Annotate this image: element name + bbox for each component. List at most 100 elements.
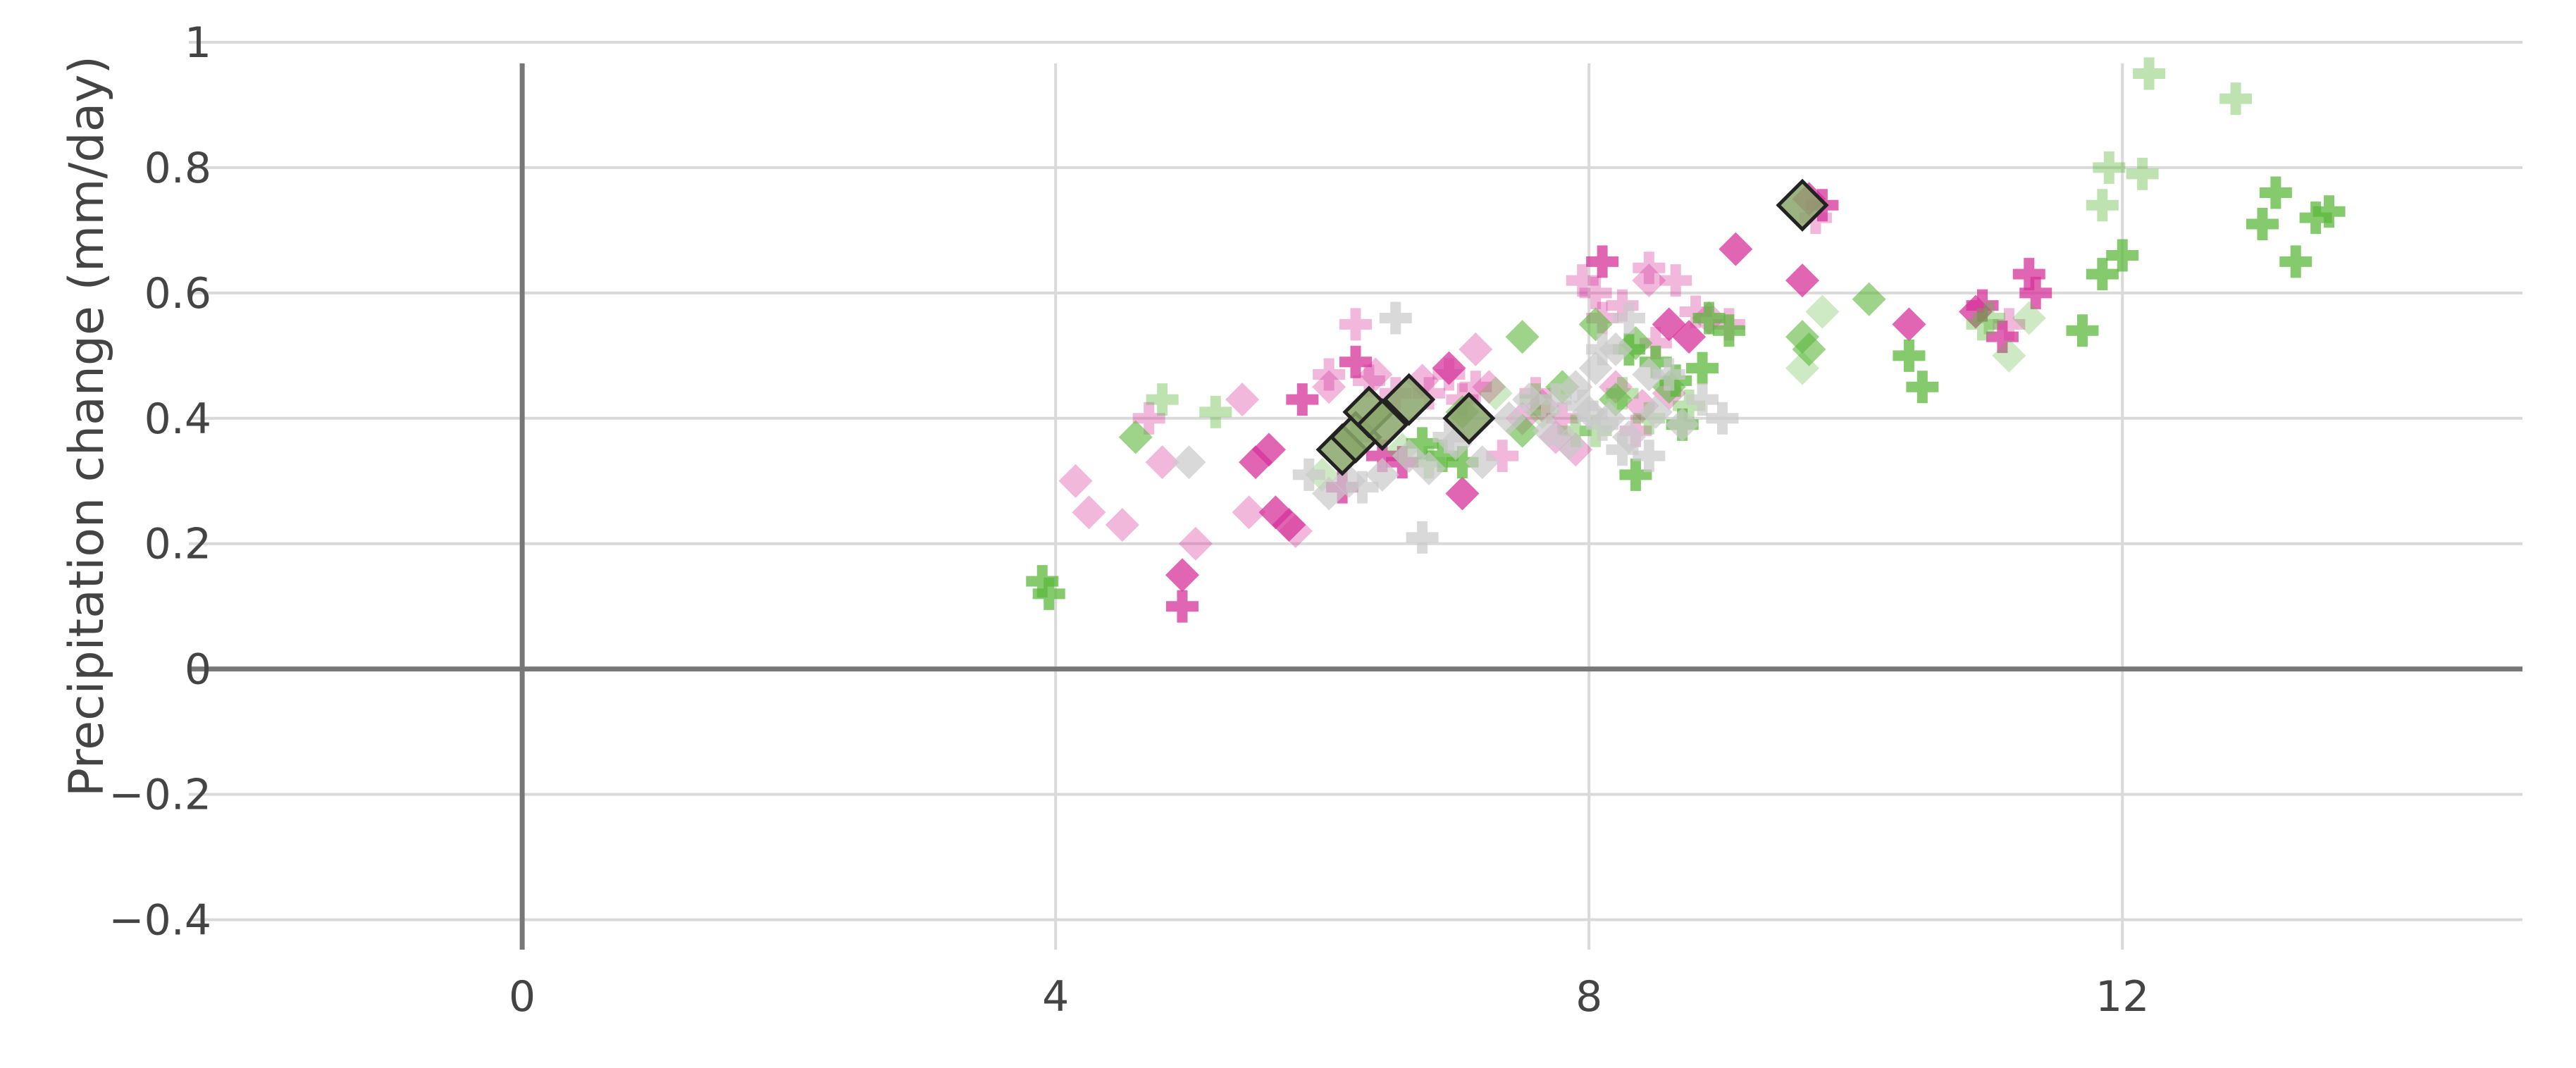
cross-marker [1432,358,1466,391]
cross-marker [1972,302,2005,335]
diamond-marker [1632,357,1666,392]
cross-marker [1579,276,1612,309]
diamond-marker [1465,445,1499,480]
y-tick-label: 0.8 [144,144,211,193]
diamond-marker [1805,294,1840,329]
cross-marker [1639,327,1672,360]
diamond-marker [1172,445,1206,480]
highlight-diamond-marker [1776,178,1829,232]
diamond-marker [1959,294,1993,329]
cross-marker [1539,383,1572,416]
diamond-marker [1358,357,1393,392]
cross-marker [1339,345,1372,378]
cross-marker [1486,440,1519,473]
cross-marker [1459,371,1492,404]
zero-lines [189,63,2522,950]
diamond-marker [1118,420,1153,454]
cross-marker [2093,151,2126,184]
cross-marker [1559,414,1592,447]
cross-marker [1712,314,1745,347]
cross-marker [1546,402,1579,435]
cross-marker [1673,390,1706,422]
data-points [1026,57,2346,623]
diamond-marker [1278,514,1313,548]
diamond-marker [1432,351,1466,385]
y-tick-label: −0.4 [109,896,211,945]
diamond-marker [1251,433,1286,467]
cross-marker [1426,440,1459,473]
cross-marker [1406,521,1439,554]
y-tick-label: 0 [185,645,211,695]
cross-marker [1586,245,1619,278]
highlight-diamond-marker [1382,373,1436,426]
diamond-marker [1272,508,1306,542]
diamond-marker [1492,401,1526,435]
cross-marker [1633,440,1666,473]
cross-marker [1686,352,1719,385]
diamond-marker [2012,301,2046,335]
cross-marker [2086,258,2119,291]
cross-marker [2246,208,2279,240]
cross-marker [1199,395,1232,428]
diamond-marker [1665,407,1699,442]
diamond-marker [1632,263,1666,298]
cross-marker [1566,264,1599,297]
cross-marker [1579,414,1612,447]
y-tick-label: 1 [185,18,211,68]
highlight-diamond-marker [1356,398,1409,452]
cross-marker [2126,157,2159,190]
cross-marker [1706,402,1739,435]
cross-marker [1893,339,1926,372]
cross-marker [1679,295,1712,328]
cross-marker [1379,302,1412,335]
cross-marker [1692,302,1726,335]
diamond-marker [1225,383,1260,417]
cross-marker [1612,302,1645,335]
cross-marker [2106,239,2139,272]
cross-marker [2019,276,2052,309]
cross-marker [2133,57,2166,90]
highlight-diamond-marker [1442,392,1496,445]
cross-marker [1606,433,1639,466]
y-tick-label: 0.6 [144,269,211,318]
y-tick-label: −0.2 [109,771,211,820]
diamond-marker [1672,320,1707,354]
cross-marker [1993,308,2026,341]
diamond-marker [1165,558,1199,592]
cross-marker [2066,314,2099,347]
cross-marker [1606,377,1639,410]
diamond-marker [1412,451,1447,485]
cross-marker [1906,371,1939,404]
cross-marker [1366,440,1399,473]
cross-marker [1026,565,1059,598]
cross-marker [1619,458,1652,491]
cross-marker [1686,383,1719,416]
cross-marker [1659,264,1692,297]
diamond-marker [1178,526,1213,561]
cross-marker [1352,364,1385,397]
cross-marker [1586,333,1619,366]
x-tick-label: 4 [1042,972,1069,1022]
diamond-marker [1505,320,1540,354]
cross-marker [1032,577,1065,610]
x-tick-label: 8 [1575,972,1602,1022]
cross-marker [1132,402,1165,435]
x-tick-label: 12 [2095,972,2149,1022]
cross-marker [1146,383,1179,416]
cross-marker [2086,189,2119,222]
cross-marker [1606,289,1639,322]
cross-marker [2259,176,2292,209]
cross-marker [2299,201,2332,235]
cross-marker [1165,590,1199,623]
diamond-marker [1578,307,1613,342]
cross-marker [1566,390,1599,422]
cross-marker [1292,458,1325,491]
cross-marker [1313,358,1346,391]
diamond-marker [1512,383,1547,417]
diamond-marker [1992,338,2026,373]
diamond-marker [1445,476,1480,511]
cross-marker [1586,408,1619,441]
diamond-marker [1105,508,1139,542]
x-tick-label: 0 [509,972,535,1022]
